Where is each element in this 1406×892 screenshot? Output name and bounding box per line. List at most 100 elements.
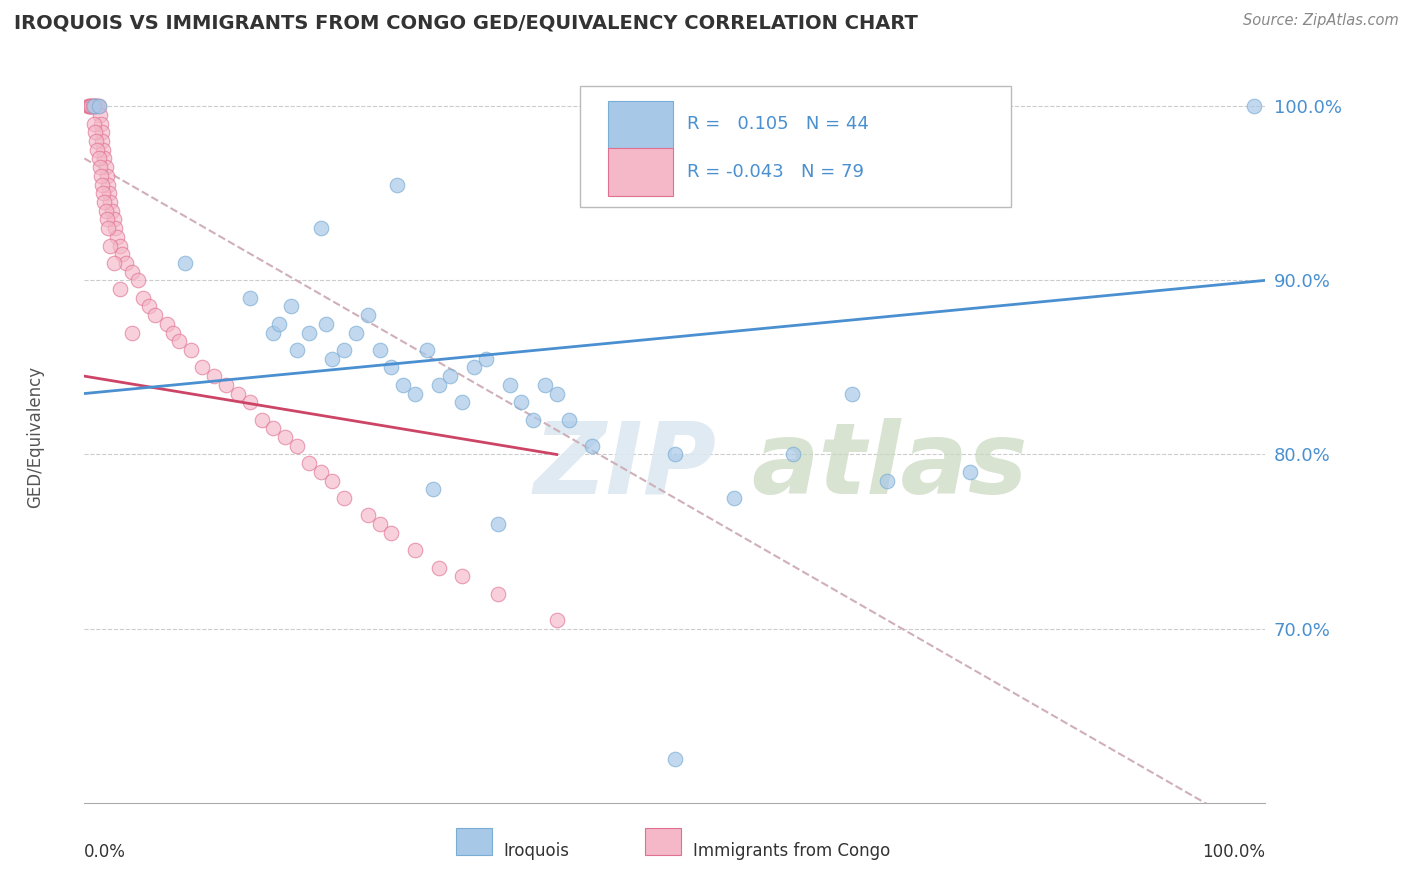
Point xyxy=(111,247,134,261)
Point xyxy=(309,221,332,235)
Point xyxy=(269,317,291,331)
Point xyxy=(404,386,426,401)
Point xyxy=(876,474,898,488)
Point xyxy=(97,178,120,192)
Point xyxy=(180,343,202,357)
Point xyxy=(87,99,110,113)
Point xyxy=(368,343,391,357)
Point xyxy=(107,229,129,244)
Bar xyxy=(607,148,672,195)
Point xyxy=(84,99,107,113)
Text: atlas: atlas xyxy=(752,417,1028,515)
Point xyxy=(91,143,114,157)
Point xyxy=(173,256,195,270)
Point xyxy=(498,377,520,392)
Point xyxy=(79,99,101,113)
Point xyxy=(285,439,308,453)
Point xyxy=(959,465,981,479)
Text: Immigrants from Congo: Immigrants from Congo xyxy=(693,841,890,860)
Point xyxy=(344,326,367,340)
Point xyxy=(84,125,107,139)
Point xyxy=(84,134,107,148)
Text: R =   0.105   N = 44: R = 0.105 N = 44 xyxy=(686,115,869,133)
Point xyxy=(387,178,409,192)
FancyBboxPatch shape xyxy=(581,86,1011,207)
Point xyxy=(333,491,356,505)
Point xyxy=(94,160,117,174)
Point xyxy=(510,395,533,409)
Text: Source: ZipAtlas.com: Source: ZipAtlas.com xyxy=(1243,13,1399,29)
Point xyxy=(84,99,107,113)
Point xyxy=(84,99,107,113)
Point xyxy=(100,203,122,218)
Bar xyxy=(607,101,672,148)
Point xyxy=(546,386,568,401)
Point xyxy=(132,291,155,305)
Point xyxy=(191,360,214,375)
Point xyxy=(98,186,121,201)
Point xyxy=(416,343,439,357)
Point xyxy=(108,238,131,252)
Point xyxy=(439,369,461,384)
Point xyxy=(83,99,105,113)
Point xyxy=(96,212,118,227)
Point xyxy=(581,439,603,453)
Point xyxy=(664,448,686,462)
Point xyxy=(522,412,544,426)
Point xyxy=(104,221,127,235)
Point xyxy=(427,377,450,392)
Point xyxy=(138,300,160,314)
Point xyxy=(357,508,380,523)
Point xyxy=(321,474,343,488)
Point xyxy=(404,543,426,558)
Point xyxy=(91,134,114,148)
Point xyxy=(280,300,302,314)
Point xyxy=(333,343,356,357)
Point xyxy=(380,360,402,375)
Point xyxy=(215,377,238,392)
Point xyxy=(368,517,391,532)
Point xyxy=(463,360,485,375)
Text: IROQUOIS VS IMMIGRANTS FROM CONGO GED/EQUIVALENCY CORRELATION CHART: IROQUOIS VS IMMIGRANTS FROM CONGO GED/EQ… xyxy=(14,13,918,32)
Point xyxy=(83,117,105,131)
Point xyxy=(80,99,103,113)
Point xyxy=(77,99,100,113)
Point xyxy=(392,377,415,392)
Text: 0.0%: 0.0% xyxy=(84,843,127,861)
Point xyxy=(427,560,450,574)
Point xyxy=(226,386,249,401)
Point xyxy=(162,326,184,340)
Point xyxy=(315,317,337,331)
Point xyxy=(86,99,108,113)
Point xyxy=(82,99,104,113)
Point xyxy=(1243,99,1265,113)
Point xyxy=(422,483,444,497)
Point xyxy=(534,377,557,392)
Point xyxy=(380,525,402,540)
Point xyxy=(93,194,115,209)
Text: ZIP: ZIP xyxy=(533,417,716,515)
Point xyxy=(114,256,136,270)
Point xyxy=(97,221,120,235)
Point xyxy=(83,99,105,113)
Bar xyxy=(645,828,681,855)
Point xyxy=(202,369,225,384)
Point xyxy=(87,152,110,166)
Point xyxy=(486,517,509,532)
Point xyxy=(357,308,380,322)
Point xyxy=(782,448,804,462)
Point xyxy=(475,351,498,366)
Text: GED/Equivalency: GED/Equivalency xyxy=(25,366,44,508)
Point xyxy=(82,99,104,113)
Point xyxy=(91,178,114,192)
Point xyxy=(156,317,179,331)
Point xyxy=(451,395,474,409)
Point xyxy=(79,99,101,113)
Point xyxy=(93,152,115,166)
Point xyxy=(86,143,108,157)
Point xyxy=(89,108,111,122)
Point xyxy=(298,326,321,340)
Point xyxy=(127,273,149,287)
Point xyxy=(87,99,110,113)
Point xyxy=(98,194,121,209)
